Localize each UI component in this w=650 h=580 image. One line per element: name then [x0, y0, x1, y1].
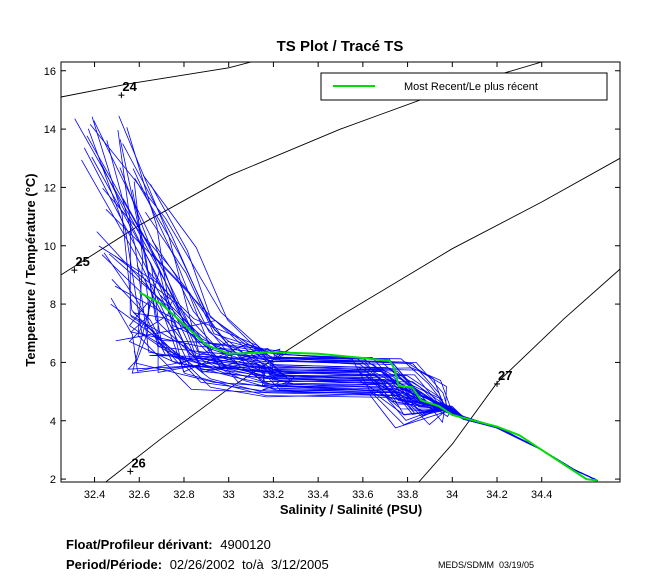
x-tick-label: 34.4 — [531, 489, 552, 501]
isopycnal-label: 26 — [131, 455, 145, 470]
period-value: 02/26/2002 to/à 3/12/2005 — [169, 557, 329, 572]
y-tick-label: 4 — [50, 416, 56, 428]
profile-line — [86, 135, 598, 481]
float-info: Float/Profileur dérivant: 4900120 — [66, 537, 271, 552]
profile-line — [115, 320, 598, 481]
y-tick-label: 12 — [44, 182, 56, 194]
profile-line — [93, 120, 598, 481]
x-tick-label: 33.4 — [307, 489, 328, 501]
profile-line — [122, 198, 598, 481]
chart-title: TS Plot / Tracé TS — [277, 38, 404, 55]
y-tick-label: 6 — [50, 357, 56, 369]
float-id: 4900120 — [220, 537, 271, 552]
x-tick-label: 33.6 — [352, 489, 373, 501]
x-tick-label: 33 — [223, 489, 235, 501]
period-info: Period/Période: 02/26/2002 to/à 3/12/200… — [66, 557, 329, 572]
plot-inner — [61, 62, 620, 482]
x-tick-label: 33.2 — [263, 489, 284, 501]
plot-area: 32.4 32.6 32.8 33 33.2 33.4 33.6 33.8 34 34.2 34.4… — [44, 61, 621, 501]
x-tick-label: 33.8 — [397, 489, 418, 501]
isopycnal-27 — [418, 268, 620, 482]
y-tick-label: 10 — [44, 241, 56, 253]
profile-line — [131, 189, 598, 481]
profile-line — [134, 177, 598, 481]
profile-line — [128, 321, 598, 481]
x-tick-label: 32.4 — [84, 489, 105, 501]
x-tick-label: 34 — [446, 489, 458, 501]
isopycnal-label: 25 — [75, 254, 89, 269]
y-tick-label: 14 — [44, 124, 56, 136]
series-most-recent — [138, 291, 598, 482]
isopycnal-24 — [61, 62, 252, 98]
isopycnal-26 — [105, 157, 620, 482]
x-tick-label: 34.2 — [486, 489, 507, 501]
profile-line — [81, 159, 598, 481]
isopycnal-label: 24 — [122, 79, 137, 94]
x-tick-label: 32.6 — [129, 489, 150, 501]
y-axis-label: Temperature / Température (°C) — [23, 173, 38, 366]
y-tick-label: 16 — [44, 66, 56, 78]
legend-entry-most-recent: Most Recent/Le plus récent — [404, 81, 538, 93]
x-axis-label: Salinity / Salinité (PSU) — [280, 502, 422, 517]
profile-line — [132, 168, 598, 481]
axes-frame — [60, 61, 621, 483]
float-label: Float/Profileur dérivant: — [66, 537, 213, 552]
y-tick-label: 8 — [50, 299, 56, 311]
credit-text: MEDS/SDMM 03/19/05 — [438, 560, 535, 570]
profile-line — [135, 302, 598, 481]
legend: Most Recent/Le plus récent — [320, 72, 608, 101]
profile-line — [91, 156, 598, 481]
isopycnal-label: 27 — [498, 368, 512, 383]
profile-line — [119, 139, 598, 481]
x-tick-label: 32.8 — [173, 489, 194, 501]
y-tick-label: 2 — [50, 474, 56, 486]
profile-line — [145, 211, 598, 481]
period-label: Period/Période: — [66, 557, 163, 572]
profile-line — [114, 285, 598, 481]
